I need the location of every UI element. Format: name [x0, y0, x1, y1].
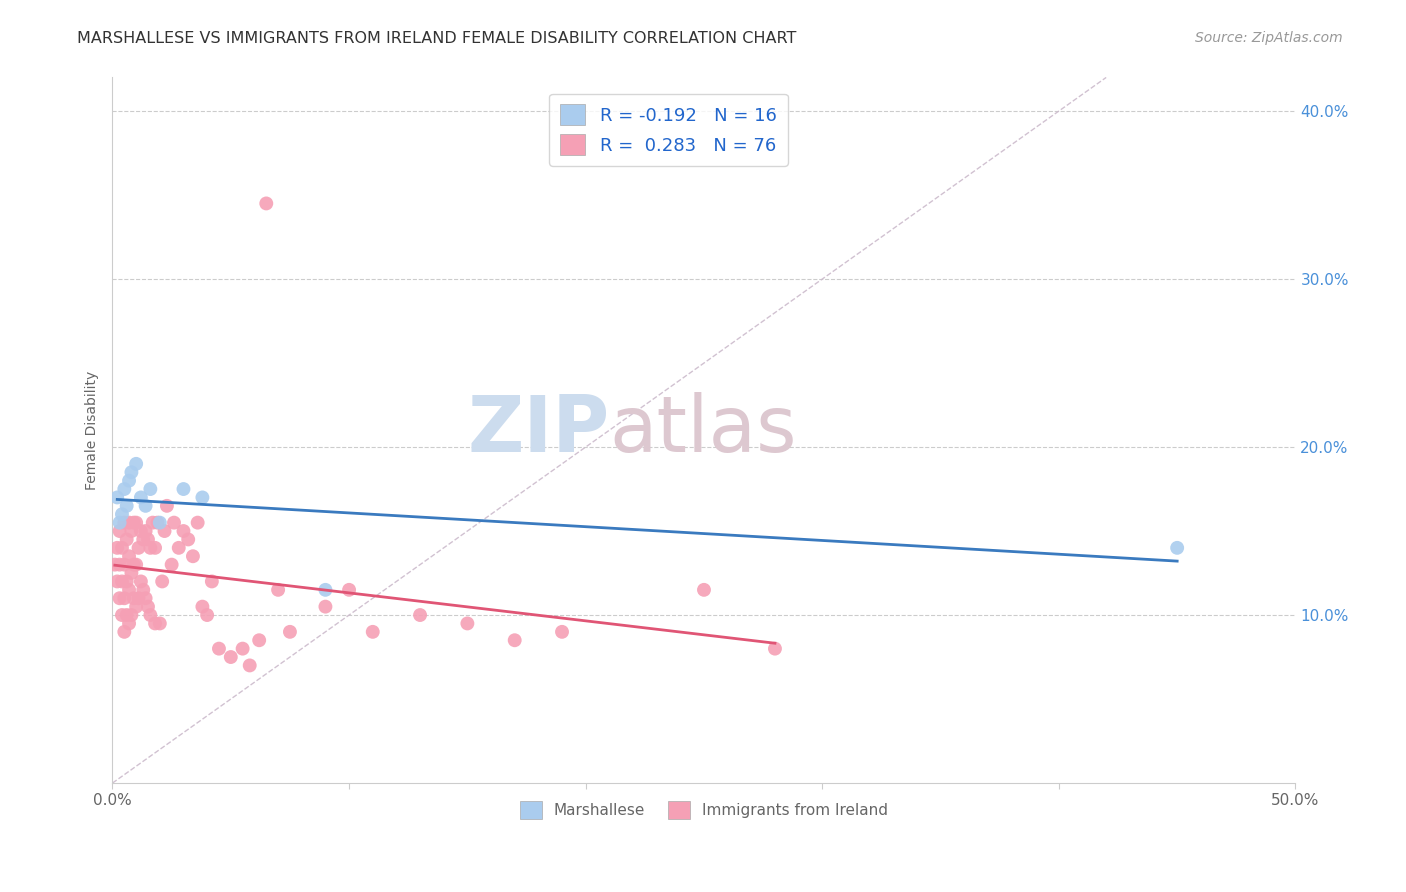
Point — [125, 599, 148, 614]
Point — [112, 591, 135, 606]
Point — [172, 524, 194, 538]
Point — [118, 474, 141, 488]
Point — [136, 533, 159, 547]
Point — [108, 558, 131, 572]
Point — [122, 516, 145, 530]
Point — [149, 616, 172, 631]
Point — [129, 574, 152, 589]
Point — [146, 516, 169, 530]
Point — [267, 582, 290, 597]
Point — [247, 633, 270, 648]
Point — [118, 516, 141, 530]
Point — [120, 608, 142, 623]
Point — [128, 591, 150, 606]
Point — [191, 599, 214, 614]
Point — [118, 616, 141, 631]
Point — [139, 541, 162, 555]
Point — [115, 574, 138, 589]
Point — [112, 558, 135, 572]
Point — [120, 465, 142, 479]
Point — [163, 516, 186, 530]
Point — [551, 624, 574, 639]
Point — [156, 499, 179, 513]
Point — [142, 516, 165, 530]
Point — [167, 541, 190, 555]
Point — [108, 591, 131, 606]
Point — [112, 482, 135, 496]
Point — [409, 608, 432, 623]
Point — [195, 608, 218, 623]
Point — [139, 608, 162, 623]
Point — [105, 541, 128, 555]
Point — [105, 491, 128, 505]
Point — [139, 482, 162, 496]
Point — [177, 533, 200, 547]
Point — [115, 608, 138, 623]
Point — [136, 599, 159, 614]
Point — [125, 457, 148, 471]
Point — [135, 591, 157, 606]
Point — [108, 516, 131, 530]
Point — [149, 516, 172, 530]
Point — [181, 549, 204, 564]
Point — [232, 641, 254, 656]
Point — [132, 582, 155, 597]
Point — [115, 533, 138, 547]
Point — [111, 574, 134, 589]
Point — [132, 533, 155, 547]
Point — [150, 574, 173, 589]
Y-axis label: Female Disability: Female Disability — [86, 370, 100, 490]
Point — [129, 524, 152, 538]
Point — [160, 558, 183, 572]
Point — [201, 574, 224, 589]
Point — [456, 616, 478, 631]
Text: Source: ZipAtlas.com: Source: ZipAtlas.com — [1195, 31, 1343, 45]
Point — [112, 516, 135, 530]
Point — [314, 599, 336, 614]
Point — [191, 491, 214, 505]
Point — [122, 591, 145, 606]
Point — [111, 608, 134, 623]
Point — [125, 516, 148, 530]
Point — [278, 624, 301, 639]
Point — [105, 574, 128, 589]
Point — [208, 641, 231, 656]
Point — [337, 582, 360, 597]
Point — [129, 491, 152, 505]
Point — [128, 541, 150, 555]
Text: atlas: atlas — [609, 392, 797, 468]
Point — [111, 541, 134, 555]
Point — [219, 650, 242, 665]
Point — [118, 582, 141, 597]
Point — [763, 641, 786, 656]
Point — [118, 549, 141, 564]
Point — [143, 616, 166, 631]
Point — [143, 541, 166, 555]
Point — [1166, 541, 1188, 555]
Point — [172, 482, 194, 496]
Point — [135, 499, 157, 513]
Text: MARSHALLESE VS IMMIGRANTS FROM IRELAND FEMALE DISABILITY CORRELATION CHART: MARSHALLESE VS IMMIGRANTS FROM IRELAND F… — [77, 31, 797, 46]
Point — [187, 516, 209, 530]
Text: ZIP: ZIP — [467, 392, 609, 468]
Point — [314, 582, 336, 597]
Point — [239, 658, 262, 673]
Point — [115, 499, 138, 513]
Point — [108, 524, 131, 538]
Point — [125, 558, 148, 572]
Point — [104, 558, 127, 572]
Point — [153, 524, 176, 538]
Point — [135, 524, 157, 538]
Point — [112, 624, 135, 639]
Point — [120, 524, 142, 538]
Legend: Marshallese, Immigrants from Ireland: Marshallese, Immigrants from Ireland — [515, 795, 894, 825]
Point — [111, 508, 134, 522]
Point — [503, 633, 526, 648]
Point — [122, 558, 145, 572]
Point — [693, 582, 716, 597]
Point — [254, 196, 277, 211]
Point — [361, 624, 384, 639]
Point — [120, 566, 142, 580]
